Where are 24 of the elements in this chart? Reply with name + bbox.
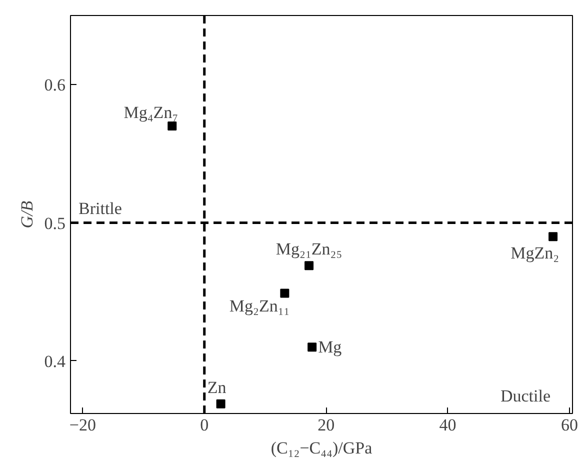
y-tick-label: 0.5 — [44, 214, 66, 233]
annotation: MgZn₂ — [510, 244, 560, 263]
y-axis-title: G/B — [17, 200, 36, 228]
point — [168, 122, 177, 131]
x-tick-label: 0 — [200, 416, 209, 434]
y-tick-label: 0.6 — [44, 76, 66, 95]
annotation: Mg₄Zn₇ — [124, 103, 178, 122]
x-tick-label: 60 — [560, 416, 578, 434]
point — [280, 288, 290, 298]
annotation: Mg₂Zn₁₁ — [229, 296, 290, 316]
x-tick-label: 40 — [439, 416, 456, 434]
ref-line-label: Brittle — [78, 198, 122, 218]
point — [216, 399, 226, 408]
annotation: Mg₂₁Zn₂₅ — [276, 240, 342, 259]
annotation: Zn — [207, 378, 227, 397]
annotation: Ductile — [500, 386, 551, 406]
annotation: Mg — [318, 338, 342, 357]
x-tick-label: −20 — [69, 416, 96, 434]
x-tick-label: 20 — [318, 416, 335, 434]
x-axis-title: (C₁₂−C₄₄)/GPa — [270, 438, 373, 458]
point — [304, 261, 314, 270]
point — [308, 342, 317, 352]
point — [548, 232, 558, 242]
y-tick-label: 0.4 — [44, 352, 66, 371]
